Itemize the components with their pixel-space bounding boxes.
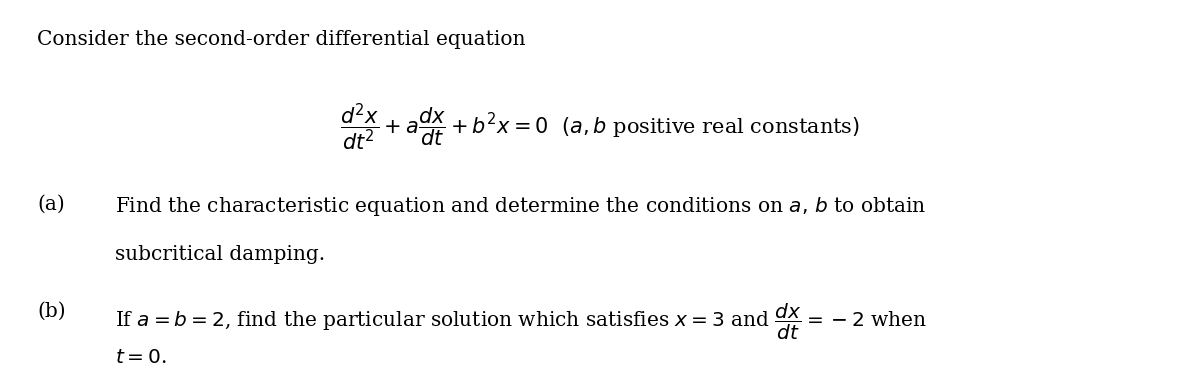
Text: $\dfrac{d^2x}{dt^2} + a\dfrac{dx}{dt} + b^2x = 0$  $(a, b$ positive real constan: $\dfrac{d^2x}{dt^2} + a\dfrac{dx}{dt} + …	[340, 102, 860, 153]
Text: Find the characteristic equation and determine the conditions on $a,\, b$ to obt: Find the characteristic equation and det…	[115, 195, 926, 218]
Text: Consider the second-order differential equation: Consider the second-order differential e…	[37, 30, 526, 49]
Text: (a): (a)	[37, 195, 65, 214]
Text: (b): (b)	[37, 302, 66, 321]
Text: If $a = b = 2$, find the particular solution which satisfies $x = 3$ and $\dfrac: If $a = b = 2$, find the particular solu…	[115, 302, 928, 342]
Text: subcritical damping.: subcritical damping.	[115, 245, 325, 264]
Text: $t = 0$.: $t = 0$.	[115, 348, 167, 367]
